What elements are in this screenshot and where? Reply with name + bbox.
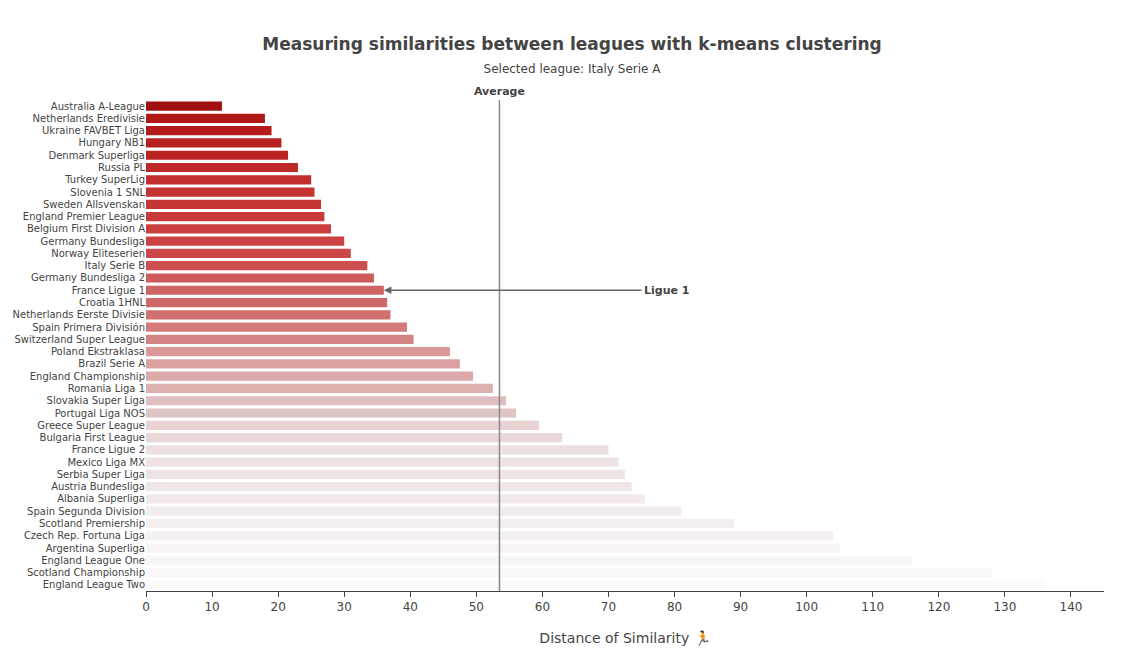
svg-text:140: 140: [1060, 600, 1083, 614]
svg-text:120: 120: [927, 600, 950, 614]
svg-text:Romania Liga 1: Romania Liga 1: [68, 383, 145, 394]
svg-text:Russia PL: Russia PL: [98, 162, 145, 173]
svg-text:Germany Bundesliga 2: Germany Bundesliga 2: [31, 272, 145, 283]
svg-text:40: 40: [403, 600, 418, 614]
svg-text:Turkey SuperLig: Turkey SuperLig: [64, 174, 145, 185]
svg-text:Average: Average: [474, 85, 525, 98]
svg-text:10: 10: [204, 600, 219, 614]
svg-text:Ligue 1: Ligue 1: [644, 284, 689, 297]
svg-text:Brazil Serie A: Brazil Serie A: [78, 358, 145, 369]
svg-text:Greece Super League: Greece Super League: [37, 420, 145, 431]
svg-text:20: 20: [270, 600, 285, 614]
svg-text:60: 60: [535, 600, 550, 614]
svg-text:Argentina Superliga: Argentina Superliga: [46, 543, 145, 554]
svg-text:Switzerland Super League: Switzerland Super League: [15, 334, 146, 345]
svg-text:30: 30: [337, 600, 352, 614]
svg-text:Austria Bundesliga: Austria Bundesliga: [51, 481, 145, 492]
svg-text:100: 100: [795, 600, 818, 614]
svg-text:England Championship: England Championship: [30, 371, 145, 382]
svg-text:Norway Eliteserien: Norway Eliteserien: [51, 248, 145, 259]
svg-text:Selected league: Italy Serie A: Selected league: Italy Serie A: [484, 62, 662, 76]
svg-text:Spain Segunda Division: Spain Segunda Division: [27, 506, 145, 517]
svg-text:Portugal Liga NOS: Portugal Liga NOS: [55, 408, 145, 419]
svg-text:France Ligue 1: France Ligue 1: [72, 285, 145, 296]
svg-text:Scotland Championship: Scotland Championship: [27, 567, 145, 578]
svg-text:Slovenia 1 SNL: Slovenia 1 SNL: [70, 187, 145, 198]
svg-text:Sweden Allsvenskan: Sweden Allsvenskan: [43, 199, 145, 210]
svg-text:Poland Ekstraklasa: Poland Ekstraklasa: [51, 346, 145, 357]
svg-text:Distance of Similarity 🏃: Distance of Similarity 🏃: [539, 630, 710, 646]
svg-text:Albania Superliga: Albania Superliga: [57, 493, 145, 504]
svg-text:90: 90: [733, 600, 748, 614]
svg-text:Germany Bundesliga: Germany Bundesliga: [41, 236, 145, 247]
svg-text:Denmark Superliga: Denmark Superliga: [49, 150, 145, 161]
svg-text:Spain Primera División: Spain Primera División: [32, 322, 145, 333]
svg-text:Hungary NB1: Hungary NB1: [78, 137, 145, 148]
svg-text:Czech Rep. Fortuna Liga: Czech Rep. Fortuna Liga: [24, 530, 145, 541]
svg-text:50: 50: [469, 600, 484, 614]
svg-text:Slovakia Super Liga: Slovakia Super Liga: [47, 395, 145, 406]
svg-text:Ukraine FAVBET Liga: Ukraine FAVBET Liga: [42, 125, 145, 136]
svg-text:Italy Serie B: Italy Serie B: [85, 260, 146, 271]
svg-text:0: 0: [142, 600, 150, 614]
svg-text:England League Two: England League Two: [43, 579, 145, 590]
svg-text:Belgium First Division A: Belgium First Division A: [27, 223, 145, 234]
svg-text:Measuring similarities between: Measuring similarities between leagues w…: [262, 34, 882, 54]
svg-text:130: 130: [993, 600, 1016, 614]
svg-text:110: 110: [861, 600, 884, 614]
svg-text:Netherlands Eerste Divisie: Netherlands Eerste Divisie: [13, 309, 146, 320]
svg-text:France Ligue 2: France Ligue 2: [72, 444, 145, 455]
svg-text:Serbia Super Liga: Serbia Super Liga: [57, 469, 145, 480]
svg-text:Scotland Premiership: Scotland Premiership: [39, 518, 145, 529]
svg-text:80: 80: [667, 600, 682, 614]
svg-text:Netherlands Eredivisie: Netherlands Eredivisie: [33, 113, 145, 124]
svg-text:England Premier League: England Premier League: [23, 211, 145, 222]
svg-text:70: 70: [601, 600, 616, 614]
svg-text:Bulgaria First League: Bulgaria First League: [40, 432, 145, 443]
svg-text:Mexico Liga MX: Mexico Liga MX: [67, 457, 145, 468]
svg-text:England League One: England League One: [41, 555, 145, 566]
svg-text:Croatia 1HNL: Croatia 1HNL: [79, 297, 145, 308]
svg-text:Australia A-League: Australia A-League: [51, 101, 145, 112]
